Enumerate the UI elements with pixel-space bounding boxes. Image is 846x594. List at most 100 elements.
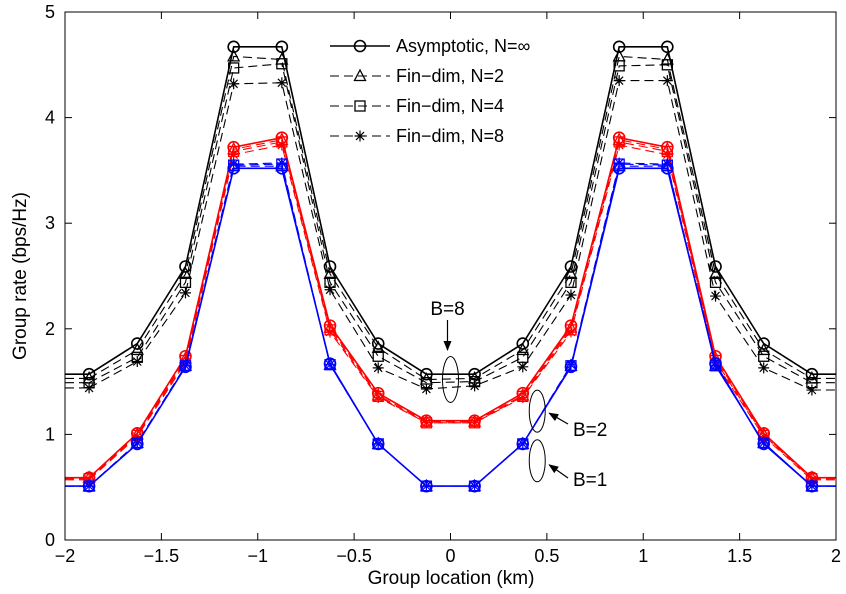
series-b8-n4-point: [613, 60, 625, 72]
series-b1-n8-point: [83, 480, 95, 492]
axis-ticks: −2 −1.5 −1 −0.5 0 0.5 1 1.5 2 0 1 2 3 4 5: [45, 2, 841, 566]
series-b8-n8-point-shape: [420, 383, 432, 395]
y-tick-label: 2: [45, 319, 55, 339]
series-b8-n8-point: [806, 384, 818, 396]
b1-arrow: [548, 464, 569, 479]
series-b8-n2-point: [516, 342, 530, 356]
x-tick-label: 1: [638, 546, 648, 566]
series-b1-n8-point-shape: [613, 157, 625, 169]
y-tick-label: 3: [45, 213, 55, 233]
b1-ellipse: [528, 439, 546, 483]
y-tick-label: 4: [45, 108, 55, 128]
series-b8-ninf-point: [612, 40, 626, 54]
series-b2-n8-point-shape: [372, 391, 384, 403]
series-b8-n8-point-shape: [517, 361, 529, 373]
series-b8-n4-point: [661, 59, 673, 71]
series-b1-n8-point-shape: [131, 437, 143, 449]
series-b8-n8-point: [517, 361, 529, 373]
series-b1-n8-point-shape: [661, 158, 673, 170]
series-b1-n8-point-shape: [179, 360, 191, 372]
series-b1-n8-point-shape: [324, 359, 336, 371]
series-b2-n8-point: [420, 417, 432, 429]
legend-entry: Fin−dim, N=4: [330, 96, 504, 116]
series-b8-n4-point: [179, 276, 192, 288]
series-b1-n8-point-shape: [517, 438, 529, 450]
x-tick-label: 2: [831, 546, 841, 566]
series-b8-n8-point-shape: [661, 75, 673, 87]
series-b2-n8-point: [565, 326, 577, 338]
series-b8-n8-point: [565, 289, 577, 301]
series-b8-n8-point: [420, 383, 432, 395]
series-b8-n8-point: [758, 362, 770, 374]
series-b2-n8-point-shape: [469, 417, 481, 429]
legend-marker-star-shape: [354, 130, 366, 142]
series-b1-n8-point: [420, 480, 432, 492]
series-b8-n8-point-shape: [469, 380, 481, 392]
series-b8-ninf-point: [82, 367, 96, 381]
series-b8-n2-point: [757, 342, 771, 356]
series-b8-n8-point-shape: [372, 362, 384, 374]
series-b8-ninf-point: [420, 367, 433, 381]
legend: Asymptotic, N=∞ Fin−dim, N=2 Fin−dim, N=4 F…: [318, 28, 594, 156]
legend-label: Asymptotic, N=∞: [396, 36, 531, 56]
series-b1-n8-point: [710, 360, 722, 372]
series-b8-n8-point: [131, 356, 143, 368]
series-b8-n4-line: [88, 63, 813, 384]
x-tick-label: 0.5: [534, 546, 559, 566]
series-b2-n8-point-shape: [517, 391, 529, 403]
series-b1-n8-point-shape: [806, 480, 818, 492]
x-tick-label: 1.5: [727, 546, 752, 566]
series-b1-n8-point: [179, 360, 191, 372]
legend-marker-star: [354, 130, 366, 142]
series-b8-n8-point-shape: [179, 287, 191, 299]
b2-arrow: [548, 412, 569, 425]
series-b2-n4-line: [88, 141, 813, 480]
series-b2-n8-point-shape: [228, 149, 240, 161]
y-tick-label: 0: [45, 530, 55, 550]
series-b8-ninf-point: [468, 367, 481, 381]
series-b8-ninf-point: [709, 260, 722, 273]
series-b1-n8-point: [131, 437, 143, 449]
series-b1-n8-point-shape: [565, 359, 577, 371]
series-b8-n2-point: [178, 266, 193, 280]
series-b8-n8-point: [710, 290, 722, 302]
legend-entries: Asymptotic, N=∞ Fin−dim, N=2 Fin−dim, N=4 F…: [330, 36, 531, 146]
series-b8-n8-point: [228, 78, 240, 90]
series-b8-n4-point: [709, 276, 722, 288]
series-b8-n8-point: [324, 284, 336, 296]
series-b8-n8-point-shape: [758, 362, 770, 374]
series-b8-n8-point-shape: [565, 289, 577, 301]
series-b8-n8-point-shape: [131, 356, 143, 368]
x-tick-label: −0.5: [336, 546, 372, 566]
series-b2-n8-point-shape: [613, 139, 625, 151]
legend-marker-square: [354, 100, 366, 112]
group-b8: [65, 40, 836, 396]
series-b1-n8-point: [228, 158, 240, 170]
series-b8-ninf-point: [227, 40, 240, 54]
series-b8-n8-point-shape: [83, 382, 95, 394]
legend-marker-circle: [353, 39, 367, 53]
series-b2-n8-point: [661, 149, 673, 161]
series-b1-n8-point-shape: [469, 480, 481, 492]
series-b8-n8-point: [613, 75, 625, 87]
series-b2-n8-point: [517, 391, 529, 403]
series-b2-n8-point-shape: [276, 139, 288, 151]
series-b1-n8-point: [565, 359, 577, 371]
group-b1: [65, 157, 836, 493]
series-b8-n2-point: [130, 342, 144, 356]
series-b8-n2-point: [371, 340, 385, 353]
series-b8-n8-point: [83, 382, 95, 394]
b8-label: B=8: [430, 299, 464, 320]
series-b2-n2-line: [88, 139, 813, 479]
series-b2-n8-point: [228, 149, 240, 161]
y-tick-label: 1: [45, 424, 55, 444]
series-b8-n4-point: [228, 62, 240, 74]
series-b1-n8-point: [661, 158, 673, 170]
series-b8-ninf-point: [805, 367, 819, 381]
series-b1-n8-point-shape: [83, 480, 95, 492]
series-b1-n8-point-shape: [372, 438, 384, 450]
series-b2-n8-point-shape: [324, 326, 336, 338]
series-b2-ninf-line: [88, 136, 813, 479]
legend-entry: Fin−dim, N=8: [330, 126, 504, 146]
